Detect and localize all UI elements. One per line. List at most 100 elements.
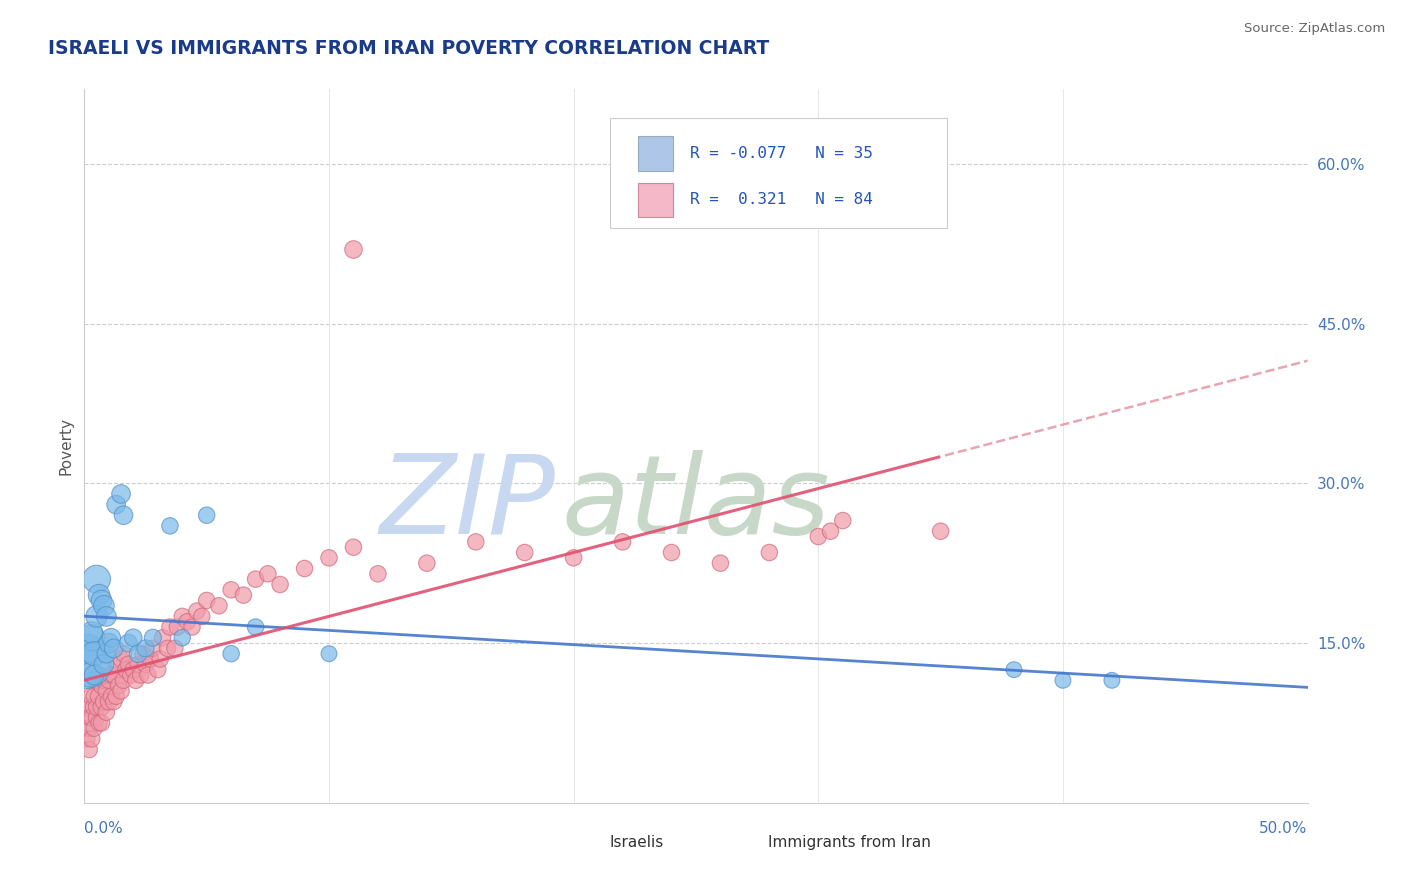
Point xyxy=(86,609,108,624)
Point xyxy=(76,657,98,672)
Point xyxy=(112,673,135,688)
Point xyxy=(125,673,148,688)
Point xyxy=(97,636,120,650)
Text: ZIP: ZIP xyxy=(380,450,555,557)
Point xyxy=(122,663,145,677)
Point xyxy=(80,710,103,724)
Point xyxy=(77,721,100,735)
Point xyxy=(96,684,118,698)
Point xyxy=(77,641,100,656)
Point xyxy=(76,731,98,746)
Point xyxy=(80,631,103,645)
Point xyxy=(77,742,100,756)
Point xyxy=(93,695,115,709)
Point xyxy=(208,599,231,613)
Point xyxy=(136,668,159,682)
Point xyxy=(269,577,291,591)
Point xyxy=(318,550,340,565)
Point xyxy=(132,647,155,661)
Point xyxy=(245,620,267,634)
Point xyxy=(661,545,683,559)
Text: 0.0%: 0.0% xyxy=(84,821,124,836)
Point xyxy=(135,641,157,656)
Point xyxy=(191,609,214,624)
Point xyxy=(80,731,103,746)
Text: atlas: atlas xyxy=(561,450,830,557)
Text: Israelis: Israelis xyxy=(609,835,664,849)
Text: R = -0.077   N = 35: R = -0.077 N = 35 xyxy=(690,146,873,161)
Point xyxy=(464,534,486,549)
Point xyxy=(105,498,128,512)
Point xyxy=(122,631,145,645)
Point xyxy=(103,641,125,656)
Point xyxy=(176,615,198,629)
Point xyxy=(110,684,132,698)
FancyBboxPatch shape xyxy=(727,829,754,855)
FancyBboxPatch shape xyxy=(638,183,672,217)
Point xyxy=(90,715,112,730)
Point xyxy=(166,620,188,634)
Point xyxy=(232,588,254,602)
Point xyxy=(562,550,585,565)
Text: R =  0.321   N = 84: R = 0.321 N = 84 xyxy=(690,193,873,207)
Point xyxy=(156,641,179,656)
Point xyxy=(112,647,135,661)
Point xyxy=(117,636,139,650)
Point xyxy=(93,673,115,688)
Point xyxy=(107,679,129,693)
Point xyxy=(367,566,389,581)
Point xyxy=(90,679,112,693)
Point xyxy=(142,631,165,645)
Point xyxy=(342,540,364,554)
Point xyxy=(1002,663,1025,677)
Point xyxy=(219,582,242,597)
Point xyxy=(93,599,115,613)
Point xyxy=(146,663,169,677)
Point xyxy=(87,668,110,682)
Point xyxy=(90,593,112,607)
Text: Immigrants from Iran: Immigrants from Iran xyxy=(768,835,931,849)
Point xyxy=(83,668,105,682)
Point xyxy=(76,700,98,714)
Point xyxy=(86,700,108,714)
Point xyxy=(149,652,172,666)
Point xyxy=(1101,673,1123,688)
Point xyxy=(929,524,952,539)
Point xyxy=(612,534,634,549)
Point xyxy=(86,710,108,724)
Point xyxy=(807,529,830,543)
Point xyxy=(96,706,118,720)
Point xyxy=(142,641,165,656)
Point xyxy=(172,609,194,624)
Point xyxy=(105,690,128,704)
Point xyxy=(831,514,853,528)
Point xyxy=(195,508,218,523)
Point xyxy=(159,620,181,634)
Point xyxy=(86,673,108,688)
Point xyxy=(100,690,122,704)
FancyBboxPatch shape xyxy=(568,829,595,855)
Point xyxy=(159,519,181,533)
Point xyxy=(83,647,105,661)
Point xyxy=(127,647,149,661)
Point xyxy=(87,715,110,730)
Point xyxy=(219,647,242,661)
Point xyxy=(80,625,103,640)
Point xyxy=(80,690,103,704)
Point xyxy=(758,545,780,559)
Point xyxy=(103,668,125,682)
Point xyxy=(135,657,157,672)
Text: 50.0%: 50.0% xyxy=(1260,821,1308,836)
Point xyxy=(90,700,112,714)
Point xyxy=(163,641,186,656)
Point xyxy=(100,631,122,645)
Point xyxy=(186,604,208,618)
Point xyxy=(257,566,280,581)
Point xyxy=(110,652,132,666)
Point xyxy=(195,593,218,607)
Point xyxy=(513,545,536,559)
Point xyxy=(181,620,204,634)
Text: ISRAELI VS IMMIGRANTS FROM IRAN POVERTY CORRELATION CHART: ISRAELI VS IMMIGRANTS FROM IRAN POVERTY … xyxy=(48,39,769,58)
Point xyxy=(96,647,118,661)
Point xyxy=(416,556,439,570)
